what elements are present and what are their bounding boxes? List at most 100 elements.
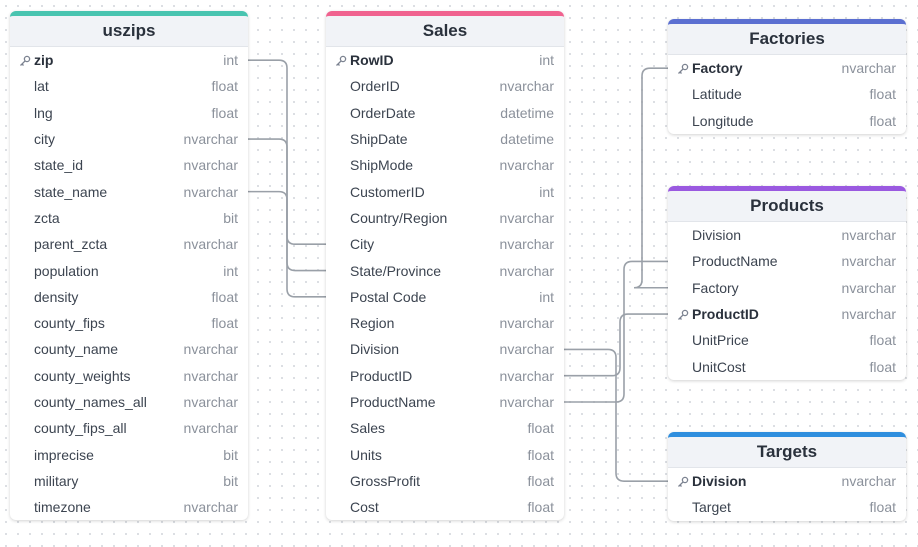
column-type: nvarchar [841, 227, 896, 244]
column-name: density [34, 288, 79, 305]
column-row[interactable]: City nvarchar [326, 231, 564, 257]
column-row[interactable]: county_names_all nvarchar [10, 389, 248, 415]
column-row[interactable]: ShipDate datetime [326, 126, 564, 152]
column-row[interactable]: state_name nvarchar [10, 178, 248, 204]
column-type: nvarchar [499, 236, 554, 253]
column-row[interactable]: ProductID nvarchar [668, 301, 906, 327]
column-row[interactable]: OrderID nvarchar [326, 73, 564, 99]
column-name: OrderDate [350, 104, 416, 121]
relationship-line [248, 138, 326, 246]
column-type: int [223, 262, 238, 279]
table-title[interactable]: uszips [10, 16, 248, 47]
column-type: nvarchar [183, 341, 238, 358]
column-name: lng [34, 104, 53, 121]
column-type: int [223, 52, 238, 69]
column-name: ShipDate [350, 131, 408, 148]
column-row[interactable]: lat float [10, 73, 248, 99]
table-uszips[interactable]: uszips zip int lat float lng float city nvarcha… [10, 11, 248, 521]
column-row[interactable]: parent_zcta nvarchar [10, 231, 248, 257]
column-row[interactable]: Target float [668, 494, 906, 520]
column-name: ProductName [350, 394, 436, 410]
column-row[interactable]: State/Province nvarchar [326, 257, 564, 283]
column-type: nvarchar [183, 131, 238, 148]
column-row[interactable]: county_name nvarchar [10, 336, 248, 362]
relationship-line [248, 190, 326, 272]
column-row[interactable]: zcta bit [10, 205, 248, 231]
column-type: nvarchar [183, 420, 238, 437]
column-row[interactable]: Cost float [326, 494, 564, 520]
column-row[interactable]: zip int [10, 47, 248, 73]
column-type: nvarchar [841, 60, 896, 77]
column-row[interactable]: county_weights nvarchar [10, 363, 248, 389]
column-row[interactable]: city nvarchar [10, 126, 248, 152]
column-row[interactable]: imprecise bit [10, 441, 248, 467]
column-row[interactable]: CustomerID int [326, 178, 564, 204]
column-row[interactable]: ProductName nvarchar [668, 248, 906, 274]
column-row[interactable]: UnitCost float [668, 353, 906, 379]
column-row[interactable]: OrderDate datetime [326, 100, 564, 126]
column-name: Division [692, 473, 747, 490]
column-name: county_fips [34, 315, 105, 332]
table-sales[interactable]: Sales RowID int OrderID nvarchar OrderDate da… [326, 11, 564, 521]
table-title[interactable]: Sales [326, 16, 564, 47]
column-row[interactable]: RowID int [326, 47, 564, 73]
column-type: int [539, 288, 554, 305]
column-type: bit [223, 209, 238, 226]
column-name: ShipMode [350, 157, 414, 174]
table-factories[interactable]: Factories Factory nvarchar Latitude float Lo… [668, 19, 906, 134]
table-title[interactable]: Products [668, 191, 906, 222]
column-row[interactable]: GrossProfit float [326, 468, 564, 494]
column-row[interactable]: military bit [10, 468, 248, 494]
column-row[interactable]: Longitude float [668, 108, 906, 134]
column-row[interactable]: ProductID nvarchar [326, 363, 564, 389]
column-row[interactable]: Latitude float [668, 81, 906, 107]
column-row[interactable]: Sales float [326, 415, 564, 441]
column-row[interactable]: county_fips_all nvarchar [10, 415, 248, 441]
column-row[interactable]: density float [10, 284, 248, 310]
column-row[interactable]: population int [10, 257, 248, 283]
column-name: imprecise [34, 446, 94, 463]
column-name: state_name [34, 183, 108, 200]
column-type: nvarchar [183, 236, 238, 253]
column-type: nvarchar [499, 341, 554, 358]
column-name: Division [350, 341, 400, 358]
relationship-line [564, 348, 668, 482]
column-name: Factory [692, 60, 743, 77]
table-targets[interactable]: Targets Division nvarchar Target float [668, 432, 906, 521]
column-row[interactable]: Region nvarchar [326, 310, 564, 336]
column-type: nvarchar [183, 183, 238, 200]
column-row[interactable]: Country/Region nvarchar [326, 205, 564, 231]
column-type: float [869, 499, 896, 516]
column-type: float [527, 499, 554, 516]
column-type: float [869, 86, 896, 103]
column-row[interactable]: UnitPrice float [668, 327, 906, 353]
column-row[interactable]: Division nvarchar [326, 336, 564, 362]
column-type: nvarchar [841, 306, 896, 323]
column-row[interactable]: Factory nvarchar [668, 55, 906, 81]
column-type: nvarchar [499, 209, 554, 226]
column-row[interactable]: lng float [10, 100, 248, 126]
column-row[interactable]: Factory nvarchar [668, 275, 906, 301]
column-type: nvarchar [183, 499, 238, 516]
column-name: Postal Code [350, 288, 427, 305]
column-row[interactable]: Division nvarchar [668, 468, 906, 494]
column-name: UnitPrice [692, 332, 749, 349]
column-name: RowID [350, 52, 394, 69]
column-row[interactable]: ShipMode nvarchar [326, 152, 564, 178]
column-row[interactable]: Division nvarchar [668, 222, 906, 248]
relationship-line [564, 260, 668, 403]
column-type: float [869, 112, 896, 129]
column-row[interactable]: ProductName nvarchar [326, 389, 564, 415]
column-name: county_names_all [34, 394, 147, 410]
column-row[interactable]: Units float [326, 441, 564, 467]
column-row[interactable]: Postal Code int [326, 284, 564, 310]
column-name: Region [350, 315, 395, 332]
column-row[interactable]: state_id nvarchar [10, 152, 248, 178]
column-name: City [350, 236, 375, 253]
column-row[interactable]: timezone nvarchar [10, 494, 248, 520]
column-row[interactable]: county_fips float [10, 310, 248, 336]
table-products[interactable]: Products Division nvarchar ProductName nvar… [668, 186, 906, 380]
relationship-line [248, 59, 326, 298]
table-title[interactable]: Targets [668, 437, 906, 468]
table-title[interactable]: Factories [668, 24, 906, 55]
